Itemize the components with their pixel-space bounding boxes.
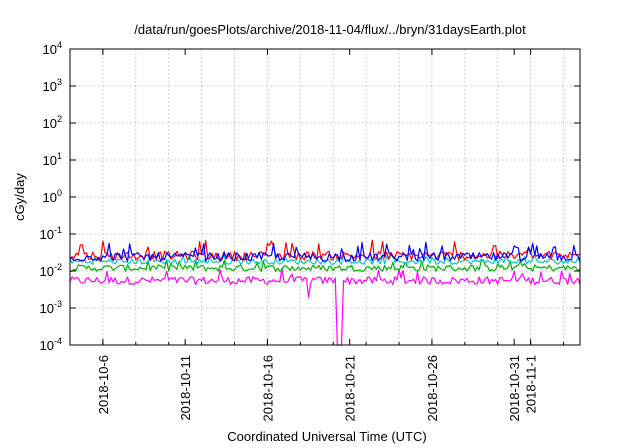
chart-title: /data/run/goesPlots/archive/2018-11-04/f… [134,22,526,37]
x-tick-label: 2018-10-21 [343,355,358,422]
y-tick-label: 10-4 [40,336,62,353]
y-tick-label: 101 [43,151,62,168]
y-tick-label: 100 [43,188,62,205]
y-tick-label: 10-2 [40,262,62,279]
y-tick-label: 102 [43,114,62,131]
x-tick-label: 2018-10-16 [260,355,275,422]
x-axis-label: Coordinated Universal Time (UTC) [227,429,426,444]
x-tick-label: 2018-10-11 [178,355,193,421]
series-line [69,267,581,346]
y-tick-label: 10-1 [40,225,62,242]
series-line [69,239,581,261]
series-group [69,239,581,346]
series-line [69,241,581,262]
y-axis-label: cGy/day [12,173,27,221]
y-tick-label: 104 [43,40,62,57]
x-tick-label: 2018-10-6 [96,355,111,414]
series-line [69,259,581,272]
gridlines [70,49,580,345]
x-tick-label: 2018-10-26 [425,355,440,422]
x-tick-label: 2018-10-31 [507,355,522,422]
y-tick-label: 103 [43,77,62,94]
y-tick-label: 10-3 [40,299,62,316]
y-axis: 10-4 10-3 10-2 10-1 100 101 102 103 104 [40,40,580,353]
x-tick-label: 2018-11-1 [524,355,539,413]
x-axis: 2018-10-6 2018-10-11 2018-10-16 2018-10-21 2… [96,49,565,422]
